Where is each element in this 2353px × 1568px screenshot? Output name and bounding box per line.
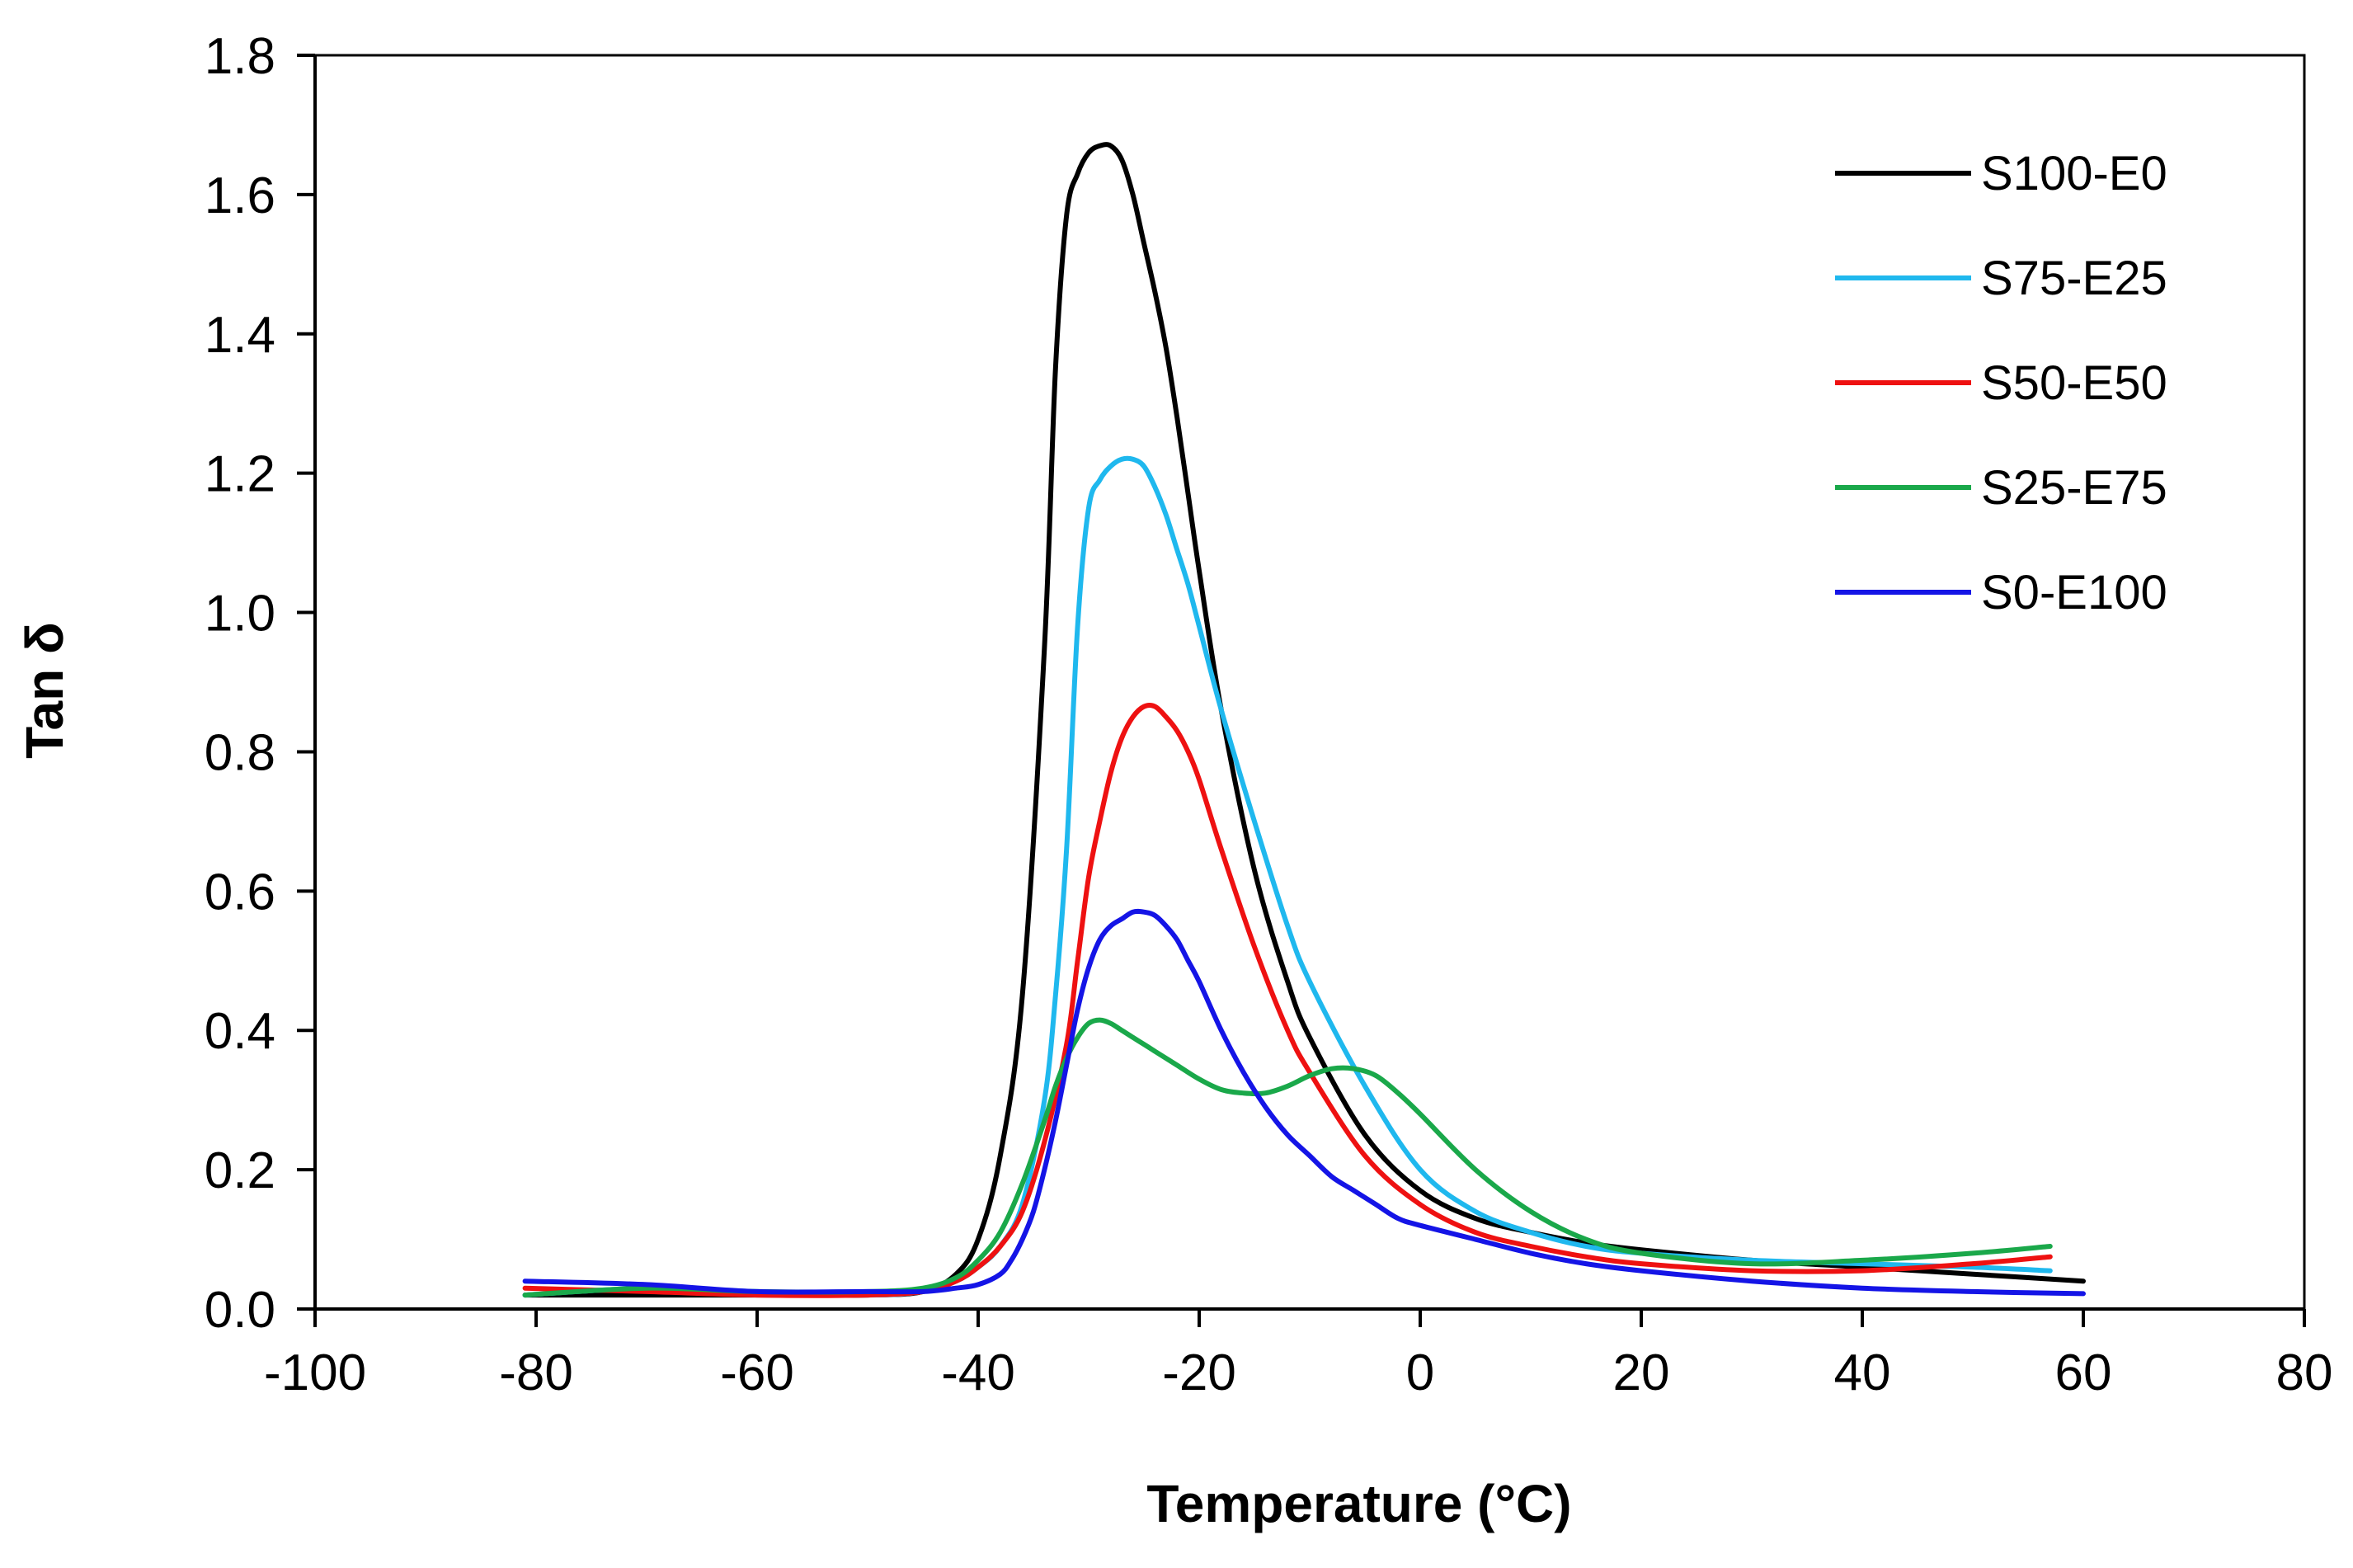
y-tick-label: 0.4	[205, 1003, 275, 1060]
y-tick-label: 1.6	[205, 167, 275, 224]
y-tick-label: 0.6	[205, 864, 275, 921]
x-tick-label: 20	[1613, 1344, 1670, 1401]
series-layer	[522, 142, 2086, 1298]
x-tick-label: 0	[1406, 1344, 1434, 1401]
y-tick-label: 1.8	[205, 28, 275, 85]
axes-layer	[313, 55, 2304, 1311]
x-tick-label: -40	[941, 1344, 1015, 1401]
x-tick-label: 60	[2055, 1344, 2112, 1401]
y-tick-label: 0.8	[205, 724, 275, 781]
y-tick-label: 0.2	[205, 1142, 275, 1199]
y-tick-label: 1.0	[205, 586, 275, 643]
x-tick-label: -100	[264, 1344, 366, 1401]
x-tick-label: -80	[499, 1344, 573, 1401]
x-tick-label: -60	[720, 1344, 794, 1401]
x-axis-title: Temperature (°C)	[1146, 1474, 1571, 1533]
series-line-s50-e50	[522, 702, 2053, 1298]
y-axis-ticks: 0.0 0.2 0.4 0.6 0.8 1.0 1.2 1.4 1.6 1.8	[205, 28, 315, 1339]
legend-label-s0-e100: S0-E100	[1981, 566, 2167, 619]
legend-label-s75-e25: S75-E25	[1981, 252, 2167, 305]
legend: S100-E0 S75-E25 S50-E50 S25-E75 S0-E100	[1835, 147, 2167, 619]
x-axis-ticks: -100 -80 -60 -40 -20 0 20 40 60 80	[264, 1309, 2333, 1401]
y-tick-label: 0.0	[205, 1282, 275, 1339]
legend-label-s25-e75: S25-E75	[1981, 461, 2167, 515]
y-tick-label: 1.2	[205, 446, 275, 503]
series-line-s25-e75	[522, 1017, 2053, 1298]
y-axis-title: Tan δ	[15, 622, 74, 759]
x-tick-label: 40	[1834, 1344, 1891, 1401]
x-tick-label: -20	[1162, 1344, 1236, 1401]
series-line-s0-e100	[522, 908, 2086, 1297]
legend-label-s50-e50: S50-E50	[1981, 356, 2167, 410]
x-tick-label: 80	[2276, 1344, 2333, 1401]
y-tick-label: 1.4	[205, 307, 275, 364]
legend-label-s100-e0: S100-E0	[1981, 147, 2167, 200]
